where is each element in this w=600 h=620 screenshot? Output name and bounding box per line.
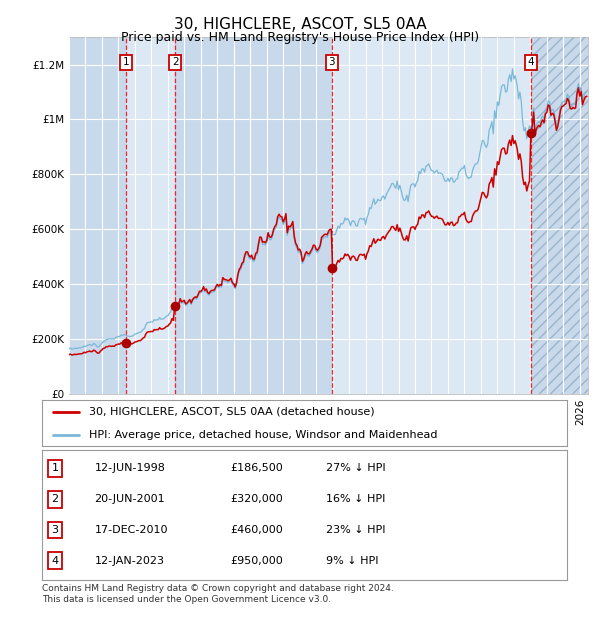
Text: £460,000: £460,000 [231,525,284,535]
Text: 12-JUN-1998: 12-JUN-1998 [95,463,166,474]
Text: 4: 4 [52,556,59,566]
Text: 3: 3 [52,525,59,535]
Bar [175,37,332,394]
Text: 12-JAN-2023: 12-JAN-2023 [95,556,164,566]
Text: 23% ↓ HPI: 23% ↓ HPI [325,525,385,535]
Text: 20-JUN-2001: 20-JUN-2001 [95,494,165,504]
Text: 30, HIGHCLERE, ASCOT, SL5 0AA: 30, HIGHCLERE, ASCOT, SL5 0AA [173,17,427,32]
Text: 9% ↓ HPI: 9% ↓ HPI [325,556,378,566]
Text: 27% ↓ HPI: 27% ↓ HPI [325,463,385,474]
Text: Price paid vs. HM Land Registry's House Price Index (HPI): Price paid vs. HM Land Registry's House … [121,31,479,44]
Text: £950,000: £950,000 [231,556,284,566]
Text: Contains HM Land Registry data © Crown copyright and database right 2024.: Contains HM Land Registry data © Crown c… [42,584,394,593]
Text: £186,500: £186,500 [231,463,284,474]
Text: 17-DEC-2010: 17-DEC-2010 [95,525,168,535]
Text: £320,000: £320,000 [231,494,284,504]
Text: HPI: Average price, detached house, Windsor and Maidenhead: HPI: Average price, detached house, Wind… [89,430,438,440]
Bar [69,37,126,394]
Text: 2: 2 [172,57,179,67]
Text: 1: 1 [122,57,129,67]
Bar [531,37,588,394]
Bar [531,37,588,394]
Text: 3: 3 [329,57,335,67]
Text: 30, HIGHCLERE, ASCOT, SL5 0AA (detached house): 30, HIGHCLERE, ASCOT, SL5 0AA (detached … [89,407,375,417]
Text: 4: 4 [527,57,535,67]
Text: This data is licensed under the Open Government Licence v3.0.: This data is licensed under the Open Gov… [42,595,331,604]
Text: 16% ↓ HPI: 16% ↓ HPI [325,494,385,504]
Text: 1: 1 [52,463,59,474]
Text: 2: 2 [52,494,59,504]
